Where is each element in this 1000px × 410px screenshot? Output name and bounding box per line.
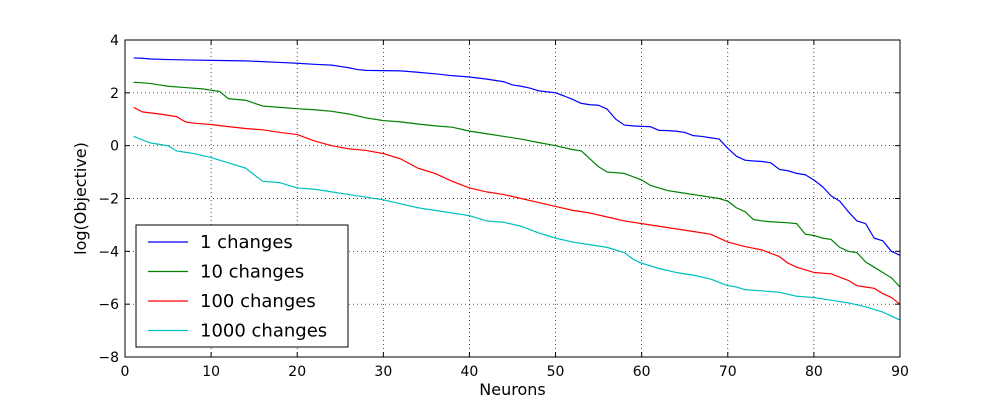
x-axis-label: Neurons xyxy=(479,380,545,399)
legend-label: 10 changes xyxy=(200,262,304,283)
x-tick-label: 70 xyxy=(719,364,737,380)
legend-label: 1 changes xyxy=(200,232,293,253)
y-tick-label: −2 xyxy=(98,192,119,208)
y-tick-label: −4 xyxy=(98,244,119,260)
x-tick-label: 40 xyxy=(461,364,479,380)
legend-label: 100 changes xyxy=(200,291,316,312)
legend-box xyxy=(135,224,349,348)
y-tick-label: −8 xyxy=(98,350,119,366)
x-tick-label: 30 xyxy=(374,364,392,380)
x-tick-label: 60 xyxy=(633,364,651,380)
y-tick-label: 2 xyxy=(110,86,119,102)
series-line-4 xyxy=(133,135,901,321)
y-axis-label: log(Objective) xyxy=(71,142,90,255)
series-lines xyxy=(133,57,901,321)
x-tick-label: 50 xyxy=(547,364,565,380)
legend-label: 1000 changes xyxy=(200,321,327,342)
series-line-3 xyxy=(133,106,901,305)
series-line-1 xyxy=(133,57,901,256)
y-tick-label: −6 xyxy=(98,297,119,313)
x-tick-label: 80 xyxy=(805,364,823,380)
axis-ticks: 0 10 20 30 40 50 60 70 80 90 −8 −6 −4 −2 0 2 4 xyxy=(98,33,909,380)
x-tick-label: 10 xyxy=(202,364,220,380)
x-tick-label: 20 xyxy=(288,364,306,380)
x-tick-label: 0 xyxy=(121,364,130,380)
y-tick-label: 0 xyxy=(110,139,119,155)
x-tick-label: 90 xyxy=(891,364,909,380)
series-line-2 xyxy=(133,81,901,288)
y-tick-label: 4 xyxy=(110,33,119,49)
legend: 1 changes 10 changes 100 changes 1000 chang… xyxy=(135,224,349,348)
